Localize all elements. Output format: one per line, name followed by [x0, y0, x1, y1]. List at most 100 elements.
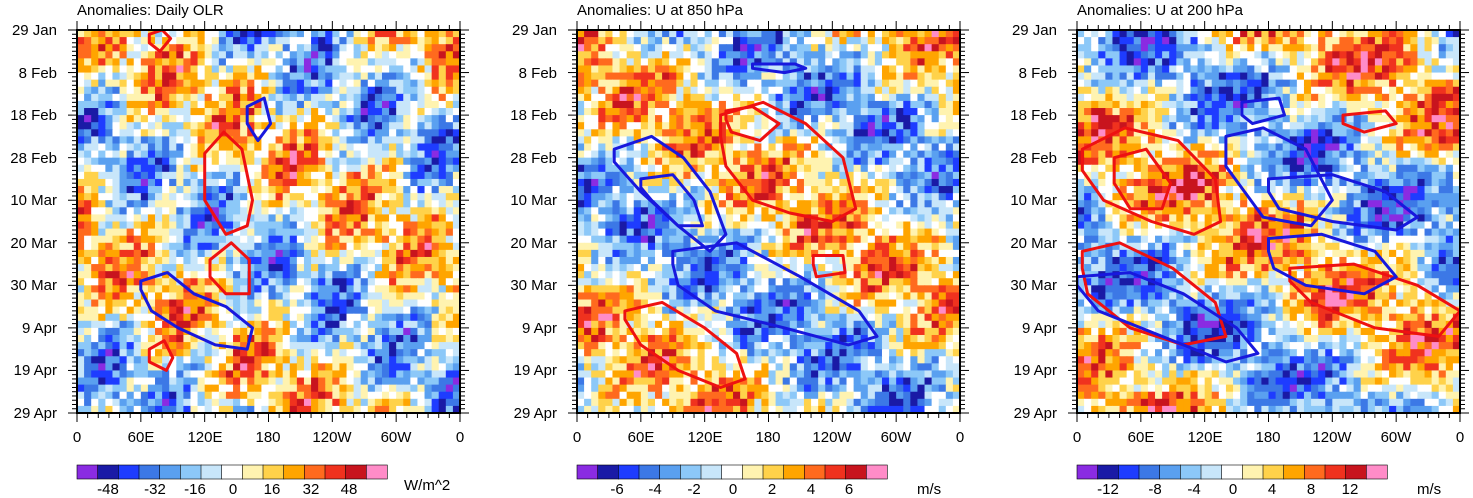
- heatmap-cell: [268, 93, 277, 102]
- heatmap-cell: [311, 349, 319, 357]
- heatmap-cell: [725, 58, 734, 67]
- heatmap-cell: [796, 242, 805, 251]
- heatmap-cell: [825, 51, 833, 59]
- heatmap-cell: [747, 157, 755, 166]
- heatmap-cell: [325, 214, 333, 223]
- heatmap-cell: [832, 221, 841, 230]
- heatmap-cell: [247, 122, 255, 130]
- heatmap-field: [577, 30, 960, 413]
- heatmap-cell: [254, 349, 262, 357]
- heatmap-cell: [112, 334, 121, 343]
- heatmap-cell: [133, 370, 142, 379]
- heatmap-cell: [924, 30, 933, 38]
- heatmap-cell: [633, 164, 642, 173]
- heatmap-cell: [346, 320, 355, 329]
- heatmap-cell: [438, 200, 447, 208]
- heatmap-cell: [803, 44, 812, 52]
- heatmap-cell: [133, 285, 142, 294]
- heatmap-cell: [225, 150, 234, 159]
- heatmap-cell: [389, 143, 397, 152]
- heatmap-cell: [640, 164, 649, 173]
- heatmap-cell: [311, 377, 319, 386]
- heatmap-cell: [410, 86, 419, 95]
- heatmap-cell: [846, 256, 855, 265]
- heatmap-cell: [718, 242, 727, 251]
- heatmap-cell: [105, 108, 114, 116]
- heatmap-cell: [303, 242, 312, 251]
- heatmap-cell: [396, 136, 404, 145]
- heatmap-cell: [881, 108, 890, 116]
- heatmap-cell: [233, 93, 241, 102]
- heatmap-cell: [339, 235, 348, 244]
- heatmap-cell: [832, 30, 841, 38]
- heatmap-cell: [169, 129, 177, 137]
- heatmap-cell: [183, 108, 192, 116]
- heatmap-cell: [803, 249, 812, 258]
- heatmap-cell: [162, 93, 170, 102]
- heatmap-cell: [818, 44, 826, 52]
- heatmap-cell: [247, 51, 255, 59]
- heatmap-cell: [417, 285, 426, 294]
- heatmap-cell: [233, 405, 241, 413]
- heatmap-cell: [374, 44, 383, 52]
- heatmap-cell: [339, 271, 348, 279]
- heatmap-cell: [268, 370, 277, 379]
- heatmap-cell: [218, 58, 227, 67]
- heatmap-cell: [147, 37, 156, 45]
- heatmap-cell: [389, 164, 397, 173]
- heatmap-cell: [91, 398, 99, 407]
- heatmap-cell: [417, 342, 426, 350]
- heatmap-cell: [619, 221, 628, 230]
- heatmap-cell: [931, 37, 940, 45]
- heatmap-cell: [197, 86, 206, 95]
- heatmap-cell: [289, 51, 298, 59]
- heatmap-cell: [403, 150, 411, 159]
- heatmap-cell: [410, 164, 419, 173]
- heatmap-cell: [176, 51, 184, 59]
- heatmap-cell: [389, 356, 397, 364]
- heatmap-cell: [598, 30, 606, 38]
- heatmap-cell: [98, 292, 106, 301]
- heatmap-cell: [917, 58, 926, 67]
- heatmap-cell: [233, 186, 241, 194]
- heatmap-cell: [318, 285, 326, 294]
- heatmap-cell: [396, 186, 404, 194]
- heatmap-cell: [367, 370, 376, 379]
- heatmap-cell: [931, 221, 940, 230]
- heatmap-cell: [711, 235, 720, 244]
- heatmap-cell: [325, 278, 333, 286]
- heatmap-cell: [896, 72, 904, 81]
- heatmap-cell: [860, 93, 869, 102]
- heatmap-cell: [669, 122, 677, 130]
- heatmap-cell: [211, 86, 220, 95]
- heatmap-cell: [84, 299, 92, 308]
- heatmap-cell: [768, 171, 777, 180]
- heatmap-cell: [282, 363, 291, 372]
- heatmap-cell: [452, 129, 460, 137]
- heatmap-cell: [204, 377, 213, 386]
- heatmap-cell: [112, 143, 121, 152]
- heatmap-cell: [218, 157, 227, 166]
- heatmap-cell: [417, 278, 426, 286]
- heatmap-cell: [945, 136, 954, 145]
- heatmap-cell: [346, 349, 355, 357]
- heatmap-cell: [98, 363, 106, 372]
- heatmap-cell: [640, 221, 649, 230]
- heatmap-cell: [655, 249, 663, 258]
- heatmap-cell: [98, 79, 106, 88]
- heatmap-cell: [832, 186, 841, 194]
- heatmap-cell: [690, 100, 699, 109]
- heatmap-cell: [417, 264, 426, 272]
- heatmap-cell: [332, 178, 341, 187]
- heatmap-cell: [832, 93, 841, 102]
- heatmap-cell: [825, 200, 833, 208]
- heatmap-cell: [605, 79, 614, 88]
- heatmap-cell: [275, 93, 284, 102]
- heatmap-cell: [197, 178, 206, 187]
- heatmap-cell: [782, 72, 791, 81]
- heatmap-cell: [396, 313, 404, 322]
- heatmap-cell: [140, 271, 149, 279]
- heatmap-cell: [176, 143, 184, 152]
- heatmap-cell: [325, 334, 333, 343]
- heatmap-cell: [452, 313, 460, 322]
